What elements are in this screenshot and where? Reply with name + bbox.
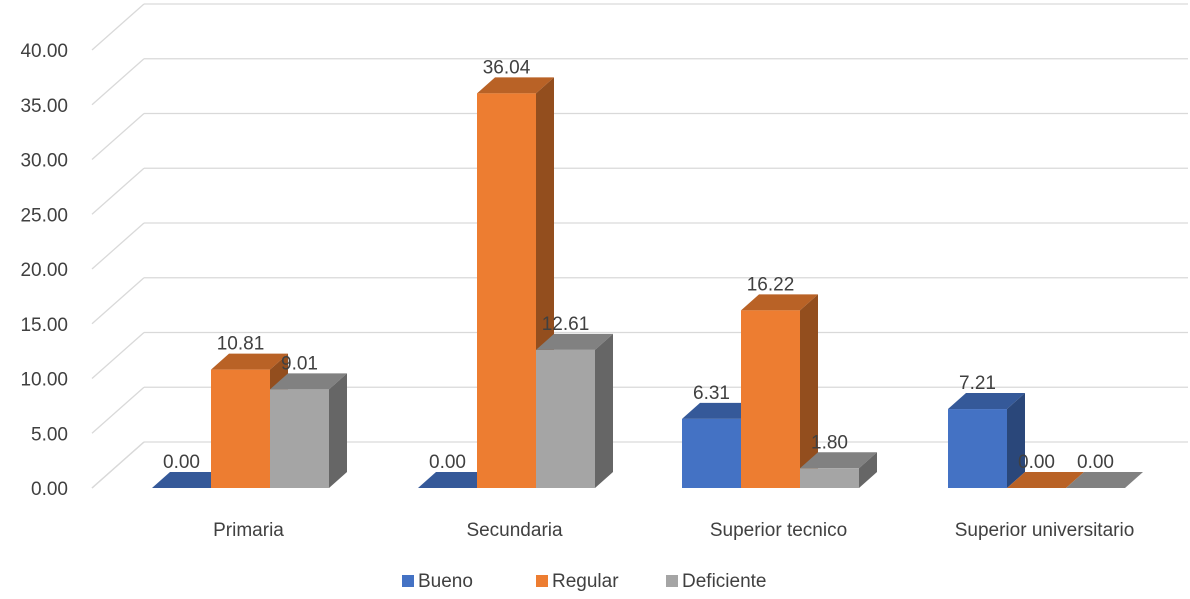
gridline-diagonal — [91, 58, 145, 106]
data-label: 16.22 — [747, 274, 795, 295]
category-label: Secundaria — [466, 520, 563, 541]
gridline-diagonal — [91, 277, 145, 325]
bar-bueno — [948, 393, 1025, 488]
category-label: Superior tecnico — [710, 520, 847, 541]
data-label: 9.01 — [281, 353, 318, 374]
y-tick-label: 0.00 — [31, 479, 68, 500]
bar-front — [211, 369, 270, 488]
bar-front — [536, 349, 595, 488]
data-labels: 0.00 10.81 9.01 0.00 36.04 12.61 6.31 16.22 1.80… — [163, 57, 1114, 473]
bar-front — [948, 409, 1007, 488]
y-tick-label: 35.00 — [20, 96, 68, 117]
bar-front — [800, 468, 859, 488]
y-tick-label: 30.00 — [20, 151, 68, 172]
bar-side — [595, 333, 613, 488]
gridline-diagonal — [91, 113, 145, 160]
gridline-diagonal — [91, 167, 145, 215]
data-label: 6.31 — [693, 383, 730, 404]
y-tick-label: 10.00 — [20, 370, 68, 391]
bar-side — [859, 452, 877, 488]
bar-front — [741, 310, 800, 488]
bar-regular — [741, 294, 818, 488]
legend-swatch — [536, 575, 548, 587]
legend: Bueno Regular Deficiente — [402, 571, 767, 592]
bar-deficiente — [536, 333, 613, 488]
y-axis-ticks: 0.00 5.00 10.00 15.00 20.00 25.00 30.00 35.00 40… — [20, 41, 68, 500]
bar-bueno — [418, 472, 495, 488]
gridline-diagonal — [91, 222, 145, 270]
data-label: 1.80 — [811, 432, 848, 453]
bar-deficiente — [800, 452, 877, 488]
data-label: 12.61 — [542, 314, 590, 335]
bar-top — [682, 402, 759, 419]
category-label: Primaria — [213, 520, 284, 541]
bar-top — [536, 333, 613, 350]
data-label: 36.04 — [483, 57, 531, 78]
legend-swatch — [402, 575, 414, 587]
bar-side — [1007, 393, 1025, 488]
bar-top — [418, 472, 495, 488]
y-tick-label: 20.00 — [20, 260, 68, 281]
x-axis-labels: Primaria Secundaria Superior tecnico Superi… — [213, 520, 1134, 541]
bar-front — [270, 389, 329, 488]
gridlines — [91, 3, 1188, 489]
bar-top — [477, 77, 554, 94]
bar-deficiente — [1066, 472, 1143, 488]
bar-regular — [1007, 472, 1084, 488]
legend-item: Regular — [536, 571, 619, 592]
bar-top — [948, 393, 1025, 410]
y-tick-label: 40.00 — [20, 41, 68, 62]
data-label: 10.81 — [217, 334, 265, 355]
data-label: 0.00 — [1018, 452, 1055, 473]
y-tick-label: 15.00 — [20, 315, 68, 336]
bar-top — [1007, 472, 1084, 488]
data-label: 0.00 — [429, 452, 466, 473]
bar-deficiente — [270, 373, 347, 488]
data-label: 0.00 — [1077, 452, 1114, 473]
bar-top — [800, 452, 877, 469]
data-label: 7.21 — [959, 373, 996, 394]
bar-bueno — [152, 472, 229, 488]
legend-item: Deficiente — [666, 571, 767, 592]
bar-top — [152, 472, 229, 488]
legend-label: Regular — [552, 571, 619, 592]
legend-item: Bueno — [402, 571, 473, 592]
bar-top — [211, 353, 288, 370]
bar-top — [741, 294, 818, 311]
legend-label: Deficiente — [682, 571, 767, 592]
bar-front — [682, 418, 741, 488]
bar-top — [1066, 472, 1143, 488]
legend-label: Bueno — [418, 571, 473, 592]
y-tick-label: 25.00 — [20, 205, 68, 226]
legend-swatch — [666, 575, 678, 587]
y-tick-label: 5.00 — [31, 424, 68, 445]
gridline-diagonal — [91, 386, 145, 434]
bars — [152, 77, 1143, 488]
category-label: Superior universitario — [955, 520, 1135, 541]
data-label: 0.00 — [163, 452, 200, 473]
gridline-diagonal — [91, 3, 145, 51]
bar-top — [270, 373, 347, 390]
bar-side — [800, 294, 818, 488]
floor-edge — [91, 441, 145, 489]
bar-side — [329, 373, 347, 488]
gridline-diagonal — [91, 332, 145, 379]
bar-front — [477, 93, 536, 488]
